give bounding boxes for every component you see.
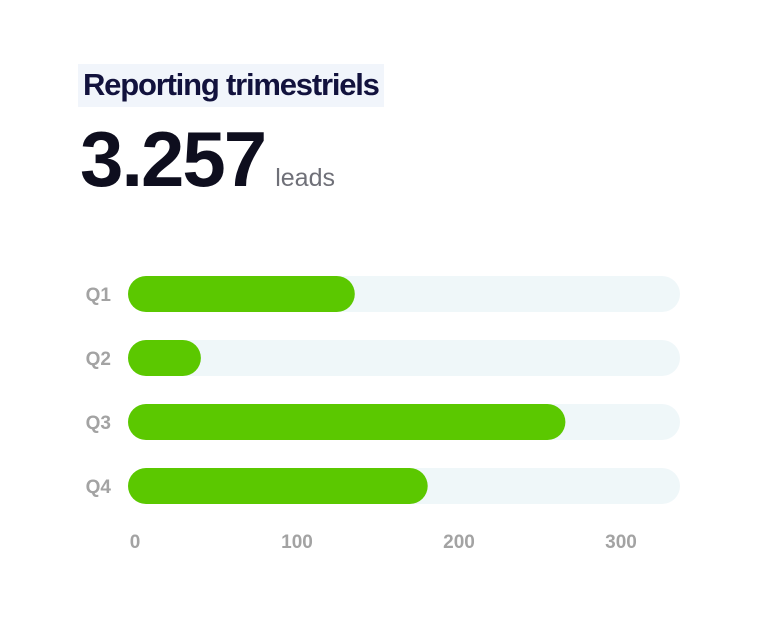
kpi-value: 3.257 bbox=[80, 115, 267, 203]
category-label-q1: Q1 bbox=[86, 285, 112, 306]
bar-q3 bbox=[128, 404, 566, 440]
x-tick-label-300: 300 bbox=[605, 532, 637, 553]
category-label-q4: Q4 bbox=[86, 477, 112, 498]
bar-q4 bbox=[128, 468, 428, 504]
x-tick-label-200: 200 bbox=[443, 532, 475, 553]
bar-track-q2 bbox=[128, 340, 680, 376]
category-label-q2: Q2 bbox=[86, 349, 111, 370]
bar-q2 bbox=[128, 340, 201, 376]
bar-q1 bbox=[128, 276, 355, 312]
kpi-unit: leads bbox=[275, 164, 335, 192]
kpi-summary: 3.257 leads bbox=[80, 120, 335, 198]
category-label-q3: Q3 bbox=[86, 413, 111, 434]
x-tick-label-0: 0 bbox=[130, 532, 141, 553]
x-tick-label-100: 100 bbox=[281, 532, 313, 553]
chart-title: Reporting trimestriels bbox=[78, 64, 384, 107]
